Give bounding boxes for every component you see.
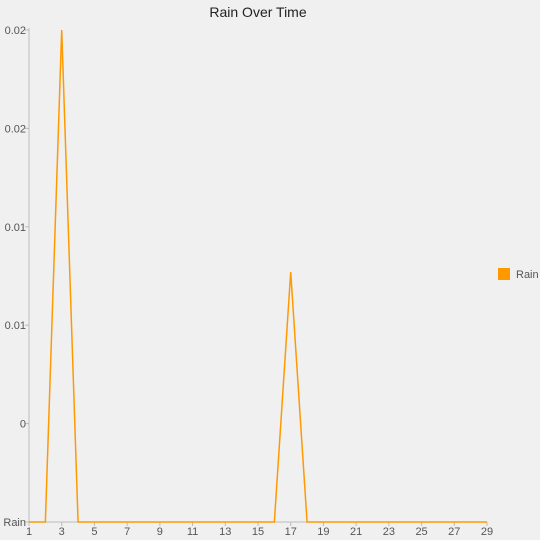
x-tick-label: 27 bbox=[448, 526, 460, 538]
x-tick-label: 5 bbox=[91, 526, 97, 538]
legend[interactable]: Rain bbox=[498, 268, 539, 281]
x-tick-label: 9 bbox=[157, 526, 163, 538]
x-tick-label: 19 bbox=[317, 526, 329, 538]
y-tick-label: 0 bbox=[20, 419, 26, 431]
y-tick-label: 0.01 bbox=[5, 222, 26, 234]
x-tick-label: 11 bbox=[187, 526, 198, 538]
y-tick-label: 0.01 bbox=[5, 320, 26, 332]
x-tick-label: 23 bbox=[383, 526, 395, 538]
x-tick-label: 1 bbox=[26, 526, 32, 538]
x-tick-label: 15 bbox=[252, 526, 264, 538]
x-tick-label: 13 bbox=[219, 526, 231, 538]
legend-swatch-rain[interactable] bbox=[498, 268, 510, 280]
x-tick-label: 3 bbox=[59, 526, 65, 538]
y-tick-label: 0.02 bbox=[5, 25, 26, 37]
x-tick-label: 29 bbox=[481, 526, 493, 538]
chart-title: Rain Over Time bbox=[209, 4, 306, 20]
x-tick-label: 25 bbox=[415, 526, 427, 538]
x-tick-label: 17 bbox=[285, 526, 297, 538]
series-group bbox=[29, 29, 487, 523]
legend-label-rain[interactable]: Rain bbox=[516, 269, 539, 281]
series-line-rain bbox=[29, 29, 487, 523]
y-tick-label: Rain bbox=[3, 517, 26, 529]
y-tick-label: 0.02 bbox=[5, 123, 26, 135]
x-tick-label: 7 bbox=[124, 526, 130, 538]
x-tick-label: 21 bbox=[350, 526, 362, 538]
